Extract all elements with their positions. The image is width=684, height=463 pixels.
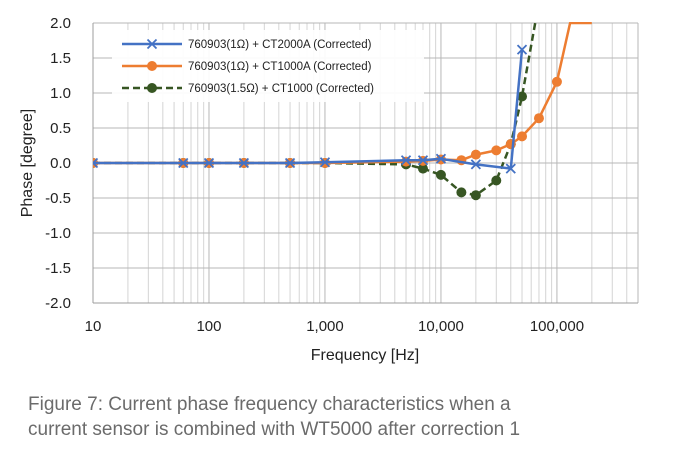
x-marker-stroke: [400, 155, 412, 166]
phase-frequency-chart: 10 100 1,000 10,000 100,000 2.0 1.5 1.0 0.5 0.0 -…: [19, 15, 639, 364]
data-point: [284, 157, 296, 169]
y-tick-label: -1.0: [45, 225, 71, 242]
data-point: [505, 163, 516, 174]
series-line: [93, 49, 524, 170]
x-marker-stroke: [238, 157, 250, 169]
legend-marker: [147, 83, 157, 93]
data-point: [435, 169, 446, 180]
data-point: [400, 155, 412, 166]
legend-marker: [146, 38, 158, 50]
x-axis-title: Frequency [Hz]: [311, 347, 419, 364]
y-tick-label: -2.0: [45, 295, 71, 312]
x-tick-label: 100: [196, 318, 221, 335]
x-marker-stroke: [93, 161, 99, 169]
x-marker-stroke: [93, 157, 99, 165]
legend-label: 760903(1Ω) + CT2000A (Corrected): [188, 39, 372, 51]
series-1: [93, 44, 528, 174]
x-marker-stroke: [516, 44, 528, 55]
data-point: [470, 190, 481, 201]
data-point: [401, 156, 412, 167]
x-marker-stroke: [417, 155, 429, 166]
x-tick-label: 10,000: [418, 318, 464, 335]
x-marker-stroke: [319, 157, 331, 168]
data-point: [516, 44, 528, 55]
x-marker-stroke: [178, 157, 189, 169]
legend: 760903(1Ω) + CT2000A (Corrected) 760903(1…: [112, 30, 424, 102]
x-tick-label: 10: [85, 318, 102, 335]
y-tick-label: -1.5: [45, 260, 71, 277]
y-tick-label: 0.5: [50, 120, 71, 137]
x-marker-stroke: [505, 163, 516, 174]
data-point: [319, 157, 331, 168]
caption-line-1: Figure 7: Current phase frequency charac…: [28, 394, 511, 415]
legend-label: 760903(1.5Ω) + CT1000 (Corrected): [188, 83, 374, 95]
figure-caption: Figure 7: Current phase frequency charac…: [28, 392, 668, 442]
data-point: [470, 159, 481, 170]
data-point: [417, 163, 428, 174]
x-axis-ticks: 10 100 1,000 10,000 100,000: [85, 318, 584, 335]
legend-label: 760903(1Ω) + CT1000A (Corrected): [188, 61, 372, 73]
data-point: [470, 149, 481, 160]
data-point: [93, 157, 99, 169]
series-layer: [93, 22, 592, 201]
data-point: [203, 157, 215, 169]
data-point: [456, 187, 467, 198]
data-point: [435, 153, 447, 164]
data-point: [491, 175, 502, 186]
x-tick-label: 1,000: [306, 318, 344, 335]
data-point: [533, 113, 544, 124]
data-point: [417, 155, 429, 166]
x-marker-stroke: [284, 157, 296, 169]
legend-marker: [147, 61, 157, 71]
x-tick-label: 100,000: [530, 318, 584, 335]
y-axis-title: Phase [degree]: [19, 109, 36, 218]
x-marker-stroke: [203, 157, 215, 169]
data-point: [491, 145, 502, 156]
x-marker-stroke: [435, 153, 447, 164]
data-point: [517, 91, 528, 102]
data-point: [551, 76, 562, 87]
caption-line-2: current sensor is combined with WT5000 a…: [28, 419, 521, 440]
y-tick-label: 1.0: [50, 85, 71, 102]
y-tick-label: 2.0: [50, 15, 71, 32]
y-tick-label: -0.5: [45, 190, 71, 207]
x-marker-stroke: [470, 159, 481, 170]
data-point: [178, 157, 189, 169]
y-tick-label: 0.0: [50, 155, 71, 172]
data-point: [238, 157, 250, 169]
y-tick-label: 1.5: [50, 50, 71, 67]
x-marker-stroke: [146, 38, 158, 50]
data-point: [517, 131, 528, 142]
y-axis-ticks: 2.0 1.5 1.0 0.5 0.0 -0.5 -1.0 -1.5 -2.0: [45, 15, 71, 312]
